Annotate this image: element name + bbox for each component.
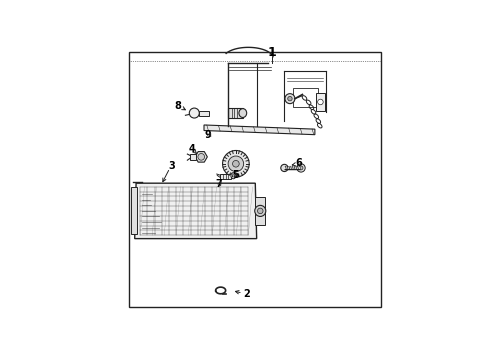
Bar (293, 87, 318, 107)
Ellipse shape (231, 173, 236, 179)
Text: 3: 3 (169, 161, 175, 171)
Bar (131, 187, 137, 234)
Circle shape (297, 164, 305, 172)
Circle shape (255, 205, 266, 216)
Text: 1: 1 (268, 46, 276, 59)
Bar (227, 108, 243, 118)
Circle shape (285, 94, 295, 104)
Text: 5: 5 (232, 170, 239, 180)
Circle shape (222, 150, 249, 177)
Text: 4: 4 (188, 144, 195, 154)
Circle shape (318, 99, 323, 105)
Polygon shape (135, 183, 257, 239)
Circle shape (288, 96, 292, 101)
Bar (190, 154, 196, 159)
Bar (316, 93, 324, 111)
Text: 2: 2 (244, 289, 250, 299)
Circle shape (258, 208, 263, 214)
Bar (255, 197, 265, 225)
Bar (199, 111, 209, 116)
Bar (220, 174, 231, 179)
Text: 7: 7 (215, 179, 222, 189)
Text: 6: 6 (295, 158, 302, 168)
Circle shape (281, 164, 288, 172)
Text: 9: 9 (205, 130, 212, 140)
Circle shape (299, 166, 303, 170)
Polygon shape (195, 152, 207, 162)
Circle shape (198, 153, 204, 160)
Ellipse shape (239, 109, 246, 117)
Circle shape (228, 156, 244, 172)
Circle shape (189, 108, 199, 118)
Text: 8: 8 (174, 100, 181, 111)
Polygon shape (204, 125, 315, 135)
Circle shape (233, 161, 239, 167)
